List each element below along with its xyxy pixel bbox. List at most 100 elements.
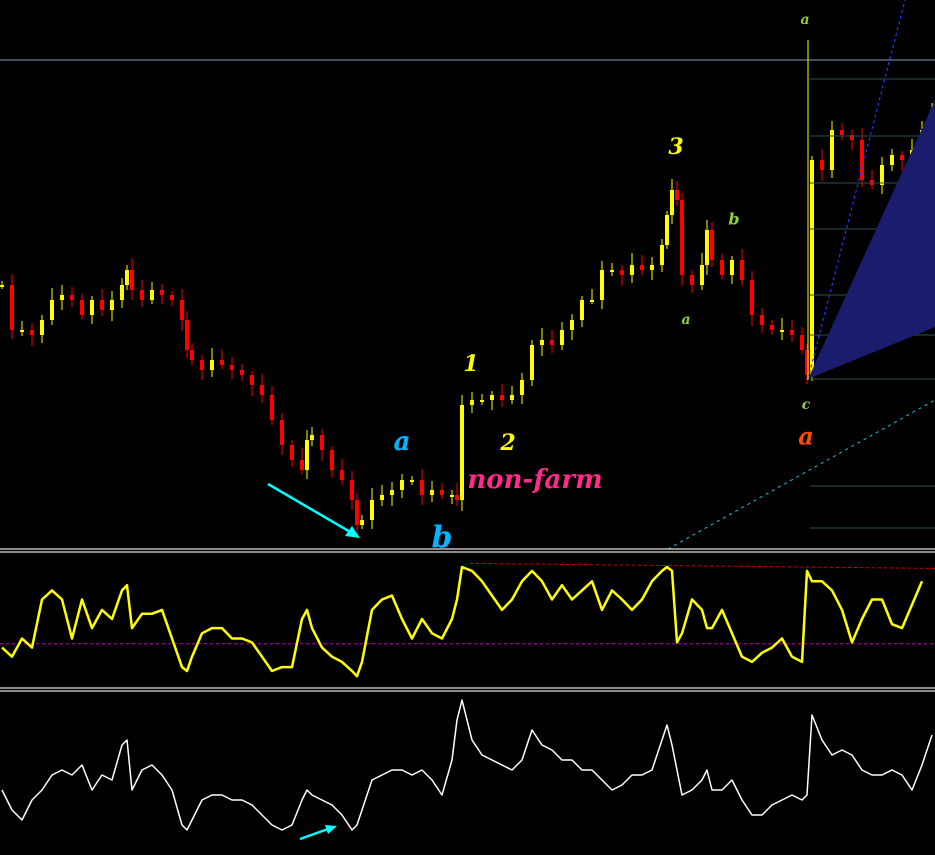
candle-bullish xyxy=(660,245,664,265)
candle-bullish xyxy=(480,400,484,402)
candle-bearish xyxy=(355,500,359,525)
candle-bullish xyxy=(780,330,784,332)
candle-bearish xyxy=(455,495,459,500)
wave-label-3: 3 xyxy=(668,134,684,160)
candle-bullish xyxy=(590,300,594,302)
candle-bullish xyxy=(120,285,124,300)
candle-bullish xyxy=(50,300,54,320)
candle-bullish xyxy=(490,395,494,400)
wave-label-b-blue: b xyxy=(431,520,453,556)
candle-bearish xyxy=(675,190,679,200)
candle-bullish xyxy=(510,395,514,400)
arrow-line xyxy=(267,482,353,535)
oscillator-panel xyxy=(0,562,935,678)
candle-bullish xyxy=(570,320,574,330)
candle-bullish xyxy=(670,190,674,215)
candle-bearish xyxy=(805,350,809,375)
gann-fan-area xyxy=(808,100,935,379)
candle-bullish xyxy=(360,520,364,525)
candle-bullish xyxy=(600,270,604,300)
candle-bullish xyxy=(430,490,434,495)
candle-bullish xyxy=(90,300,94,315)
candle-bearish xyxy=(185,320,189,350)
candle-bearish xyxy=(220,360,224,365)
candle-bullish xyxy=(665,215,669,245)
candle-bullish xyxy=(730,260,734,275)
candle-bearish xyxy=(190,350,194,360)
candle-bullish xyxy=(410,480,414,482)
candle-bearish xyxy=(320,435,324,450)
candle-bearish xyxy=(140,290,144,300)
candle-bullish xyxy=(460,405,464,500)
candle-bullish xyxy=(830,130,834,170)
candle-bearish xyxy=(710,230,714,260)
candle-bearish xyxy=(690,275,694,285)
candle-bullish xyxy=(810,160,814,375)
candle-bearish xyxy=(850,135,854,140)
candle-bullish xyxy=(150,290,154,300)
candle-bullish xyxy=(470,400,474,405)
candle-bearish xyxy=(820,160,824,170)
candle-bearish xyxy=(860,140,864,180)
candle-bearish xyxy=(340,470,344,480)
candle-bullish xyxy=(890,155,894,165)
wave-label-a-orange: a xyxy=(798,421,814,451)
candle-bearish xyxy=(290,445,294,460)
candle-bearish xyxy=(800,335,804,350)
price-panel xyxy=(0,103,934,532)
candle-bearish xyxy=(770,325,774,330)
candle-bullish xyxy=(0,285,4,287)
candle-bullish xyxy=(520,380,524,395)
indicator2-line xyxy=(1,699,933,831)
indicator2-panel xyxy=(1,699,933,831)
wave-label-a-green: a xyxy=(681,312,691,328)
arrow-head-icon xyxy=(345,526,360,538)
candle-bullish xyxy=(310,435,314,440)
candle-bearish xyxy=(440,490,444,495)
candle-bullish xyxy=(530,345,534,380)
candle-bearish xyxy=(420,480,424,495)
wave-label-a-top: a xyxy=(800,12,810,28)
candle-bullish xyxy=(610,270,614,272)
candle-bullish xyxy=(370,500,374,520)
trend-line-dotted-cyan xyxy=(667,399,935,550)
arrow-line xyxy=(299,827,329,841)
candle-bearish xyxy=(750,280,754,315)
wave-label-a-blue: a xyxy=(393,427,411,457)
candle-bullish xyxy=(390,490,394,495)
candle-bullish xyxy=(540,340,544,345)
candle-bearish xyxy=(200,360,204,370)
candle-bullish xyxy=(305,440,309,470)
candle-bearish xyxy=(640,265,644,270)
candle-bearish xyxy=(160,290,164,295)
candle-bearish xyxy=(70,295,74,300)
candle-bullish xyxy=(650,265,654,270)
candle-bearish xyxy=(500,395,504,400)
wave-label-c-green: c xyxy=(801,397,811,413)
candle-bearish xyxy=(760,315,764,325)
candle-bearish xyxy=(80,300,84,315)
candle-bullish xyxy=(125,270,129,285)
oscillator-line xyxy=(1,565,924,678)
arrow-head-icon xyxy=(325,825,337,834)
candle-bearish xyxy=(250,375,254,385)
candle-bearish xyxy=(790,330,794,335)
wave-label-b-green: b xyxy=(728,209,740,229)
candle-bullish xyxy=(400,480,404,490)
candle-bearish xyxy=(330,450,334,470)
candle-bullish xyxy=(60,295,64,300)
candle-bearish xyxy=(350,480,354,500)
wave-label-1: 1 xyxy=(463,351,479,377)
candle-bullish xyxy=(705,230,709,265)
candle-bearish xyxy=(280,420,284,445)
trend-line-dotted-blue xyxy=(807,0,906,380)
candle-bearish xyxy=(680,200,684,275)
candle-bearish xyxy=(260,385,264,395)
candle-bearish xyxy=(230,365,234,370)
candle-bearish xyxy=(10,285,14,330)
candle-bearish xyxy=(100,300,104,310)
candle-bearish xyxy=(740,260,744,280)
